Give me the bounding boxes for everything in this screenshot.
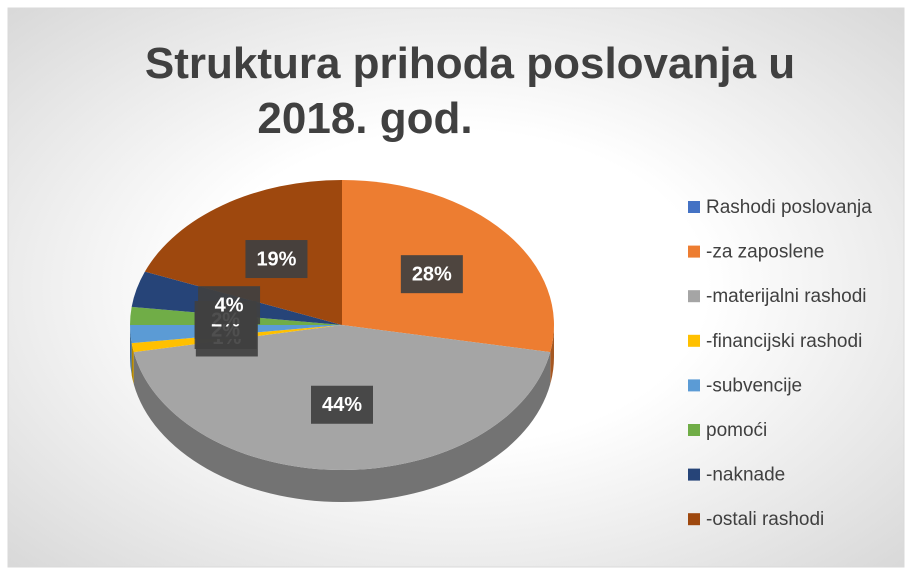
legend-swatch [688,201,700,213]
legend-label: -za zaposlene [706,242,824,263]
legend-swatch [688,290,700,303]
data-label: 4% [215,294,244,316]
data-label-box [400,255,463,294]
slice [144,180,342,325]
data-label: 19% [256,248,296,270]
data-label-box [245,240,308,279]
legend-label: -materijalni rashodi [706,286,867,307]
data-label: 44% [322,394,362,416]
legend-swatch [688,379,700,392]
slice-side [133,352,551,502]
legend-swatch [688,468,700,481]
legend-swatch [688,245,700,258]
data-label-box [198,286,261,325]
data-label: 28% [412,263,452,285]
slice-side [131,343,134,385]
legend-swatch [688,334,700,347]
legend-label: -naknade [706,465,785,486]
legend-label: Rashodi poslovanja [706,197,872,218]
legend-label: -financijski rashodi [706,331,862,352]
slice-side [550,325,554,385]
chart-title: Struktura prihoda poslovanja u 2018. god. [145,39,795,143]
data-label-box [311,385,373,424]
legend-swatch [688,513,700,526]
legend-label: -ostali rashodi [706,509,824,530]
legend-swatch [688,424,700,436]
legend-label: -subvencije [706,375,802,396]
legend-label: pomoći [706,420,767,441]
slice-side [130,325,132,376]
